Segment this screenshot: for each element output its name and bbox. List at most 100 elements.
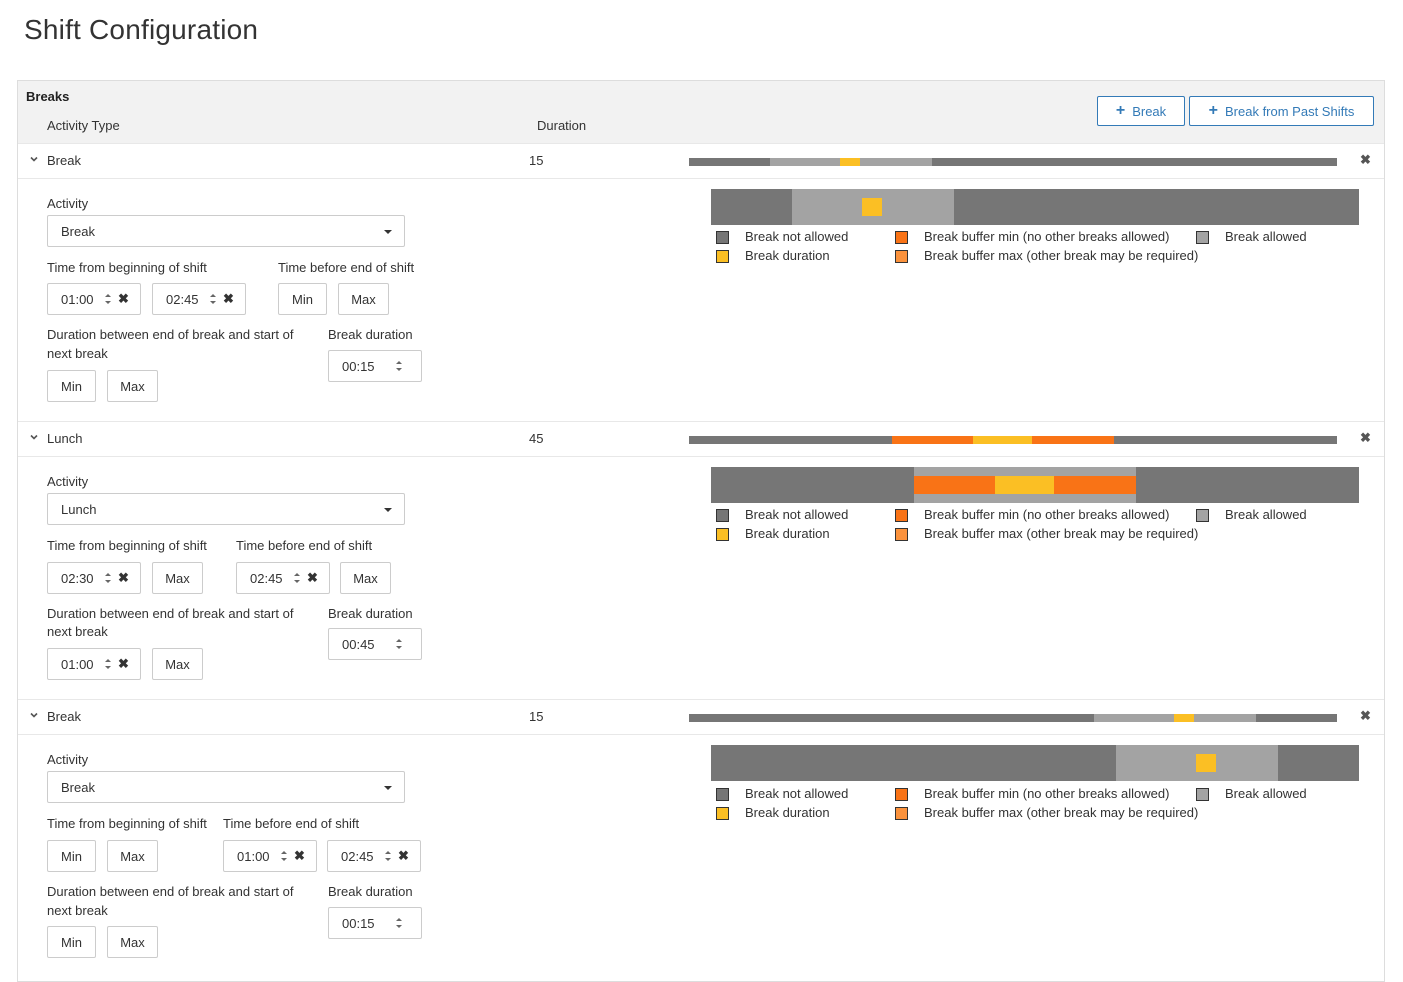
- legend-buffer-max-label: Break buffer max (other break may be req…: [924, 248, 1199, 263]
- input-value: 01:00: [61, 292, 94, 307]
- duration-between-min-button[interactable]: Min: [47, 926, 96, 958]
- spinner-arrows-icon[interactable]: [209, 292, 217, 308]
- legend-buffer-max-swatch: [895, 250, 908, 263]
- timeline-mini-bar: [689, 158, 1337, 166]
- clear-icon[interactable]: ✖: [294, 848, 305, 863]
- spinner-arrows-icon[interactable]: [104, 571, 112, 587]
- time-from-beginning-min-input[interactable]: 02:30 ✖: [47, 562, 141, 594]
- input-value: 02:45: [341, 849, 374, 864]
- break-duration-input[interactable]: 00:15: [328, 350, 422, 382]
- spinner-arrows-icon[interactable]: [104, 657, 112, 673]
- activity-select[interactable]: Break: [47, 771, 405, 803]
- legend-buffer-min-swatch: [895, 509, 908, 522]
- plus-icon: +: [1208, 102, 1218, 119]
- legend-break-not-allowed-label: Break not allowed: [745, 507, 849, 522]
- activity-label: Activity: [47, 752, 89, 767]
- break-row-header[interactable]: Break 15 ✖: [18, 699, 1384, 735]
- legend-break-duration-label: Break duration: [745, 805, 830, 820]
- legend-break-allowed-swatch: [1196, 509, 1209, 522]
- time-from-beginning-min-button[interactable]: Min: [47, 840, 96, 872]
- activity-label: Activity: [47, 474, 89, 489]
- legend-buffer-max-label: Break buffer max (other break may be req…: [924, 805, 1199, 820]
- break-row-header[interactable]: Lunch 45 ✖: [18, 421, 1384, 457]
- timeline-duration-segment: [1195, 754, 1216, 772]
- time-before-end-max-button[interactable]: Max: [338, 283, 389, 315]
- duration-between-label-line2: next break: [47, 624, 108, 639]
- time-from-beginning-max-button[interactable]: Max: [152, 562, 203, 594]
- activity-select-value: Break: [61, 224, 95, 239]
- activity-select[interactable]: Lunch: [47, 493, 405, 525]
- spinner-arrows-icon[interactable]: [104, 292, 112, 308]
- time-from-beginning-label: Time from beginning of shift: [47, 260, 207, 275]
- time-before-end-min-button[interactable]: Min: [278, 283, 327, 315]
- spinner-arrows-icon[interactable]: [395, 637, 403, 653]
- input-value: 02:45: [166, 292, 199, 307]
- input-value: 02:45: [250, 571, 283, 586]
- break-row-header[interactable]: Break 15 ✖: [18, 143, 1384, 179]
- duration-between-label-line2: next break: [47, 346, 108, 361]
- activity-select-value: Lunch: [61, 502, 97, 517]
- legend-break-duration-label: Break duration: [745, 526, 830, 541]
- time-from-beginning-max-input[interactable]: 02:45 ✖: [152, 283, 246, 315]
- page-title: Shift Configuration: [24, 14, 259, 45]
- legend-break-not-allowed-label: Break not allowed: [745, 786, 849, 801]
- legend-buffer-max-label: Break buffer max (other break may be req…: [924, 526, 1199, 541]
- break-duration-label: Break duration: [328, 606, 413, 621]
- duration-between-min-input[interactable]: 01:00 ✖: [47, 648, 141, 680]
- clear-icon[interactable]: ✖: [307, 570, 318, 585]
- timeline-mini-bar: [689, 714, 1337, 722]
- duration-between-max-button[interactable]: Max: [107, 370, 158, 402]
- legend-break-duration-swatch: [716, 250, 729, 263]
- legend-break-not-allowed-swatch: [716, 788, 729, 801]
- add-break-button[interactable]: + Break: [1097, 96, 1185, 126]
- legend-buffer-max-swatch: [895, 807, 908, 820]
- duration-between-min-button[interactable]: Min: [47, 370, 96, 402]
- remove-break-icon[interactable]: ✖: [1360, 430, 1371, 445]
- break-duration-value: 15: [529, 153, 544, 168]
- duration-between-max-button[interactable]: Max: [152, 648, 203, 680]
- chevron-down-icon[interactable]: [28, 431, 40, 443]
- timeline-duration-segment: [861, 198, 883, 216]
- break-name: Lunch: [47, 431, 83, 446]
- add-break-from-past-shifts-button[interactable]: + Break from Past Shifts: [1189, 96, 1374, 126]
- time-from-beginning-max-button[interactable]: Max: [107, 840, 158, 872]
- break-duration-input[interactable]: 00:45: [328, 628, 422, 660]
- activity-select-value: Break: [61, 780, 95, 795]
- spinner-arrows-icon[interactable]: [293, 571, 301, 587]
- break-duration-label: Break duration: [328, 327, 413, 342]
- spinner-arrows-icon[interactable]: [384, 849, 392, 865]
- caret-down-icon: [384, 230, 392, 234]
- clear-icon[interactable]: ✖: [118, 656, 129, 671]
- chevron-down-icon[interactable]: [28, 709, 40, 721]
- legend-buffer-min-swatch: [895, 231, 908, 244]
- remove-break-icon[interactable]: ✖: [1360, 152, 1371, 167]
- timeline-duration-segment: [972, 436, 1033, 444]
- duration-between-max-button[interactable]: Max: [107, 926, 158, 958]
- time-before-end-label: Time before end of shift: [223, 816, 360, 831]
- time-before-end-max-input[interactable]: 02:45 ✖: [327, 840, 421, 872]
- caret-down-icon: [384, 508, 392, 512]
- column-header-duration: Duration: [537, 118, 587, 133]
- input-value: 00:15: [342, 359, 375, 374]
- activity-select[interactable]: Break: [47, 215, 405, 247]
- time-before-end-min-input[interactable]: 02:45 ✖: [236, 562, 330, 594]
- clear-icon[interactable]: ✖: [398, 848, 409, 863]
- legend-buffer-min-label: Break buffer min (no other breaks allowe…: [924, 507, 1170, 522]
- legend-break-duration-label: Break duration: [745, 248, 830, 263]
- spinner-arrows-icon[interactable]: [395, 916, 403, 932]
- time-before-end-max-button[interactable]: Max: [340, 562, 391, 594]
- clear-icon[interactable]: ✖: [223, 291, 234, 306]
- spinner-arrows-icon[interactable]: [395, 359, 403, 375]
- legend-buffer-min-label: Break buffer min (no other breaks allowe…: [924, 229, 1170, 244]
- clear-icon[interactable]: ✖: [118, 570, 129, 585]
- legend-break-allowed-label: Break allowed: [1225, 507, 1307, 522]
- legend-break-allowed-swatch: [1196, 231, 1209, 244]
- legend-buffer-min-swatch: [895, 788, 908, 801]
- clear-icon[interactable]: ✖: [118, 291, 129, 306]
- chevron-down-icon[interactable]: [28, 153, 40, 165]
- spinner-arrows-icon[interactable]: [280, 849, 288, 865]
- remove-break-icon[interactable]: ✖: [1360, 708, 1371, 723]
- time-before-end-min-input[interactable]: 01:00 ✖: [223, 840, 317, 872]
- break-duration-input[interactable]: 00:15: [328, 907, 422, 939]
- time-from-beginning-min-input[interactable]: 01:00 ✖: [47, 283, 141, 315]
